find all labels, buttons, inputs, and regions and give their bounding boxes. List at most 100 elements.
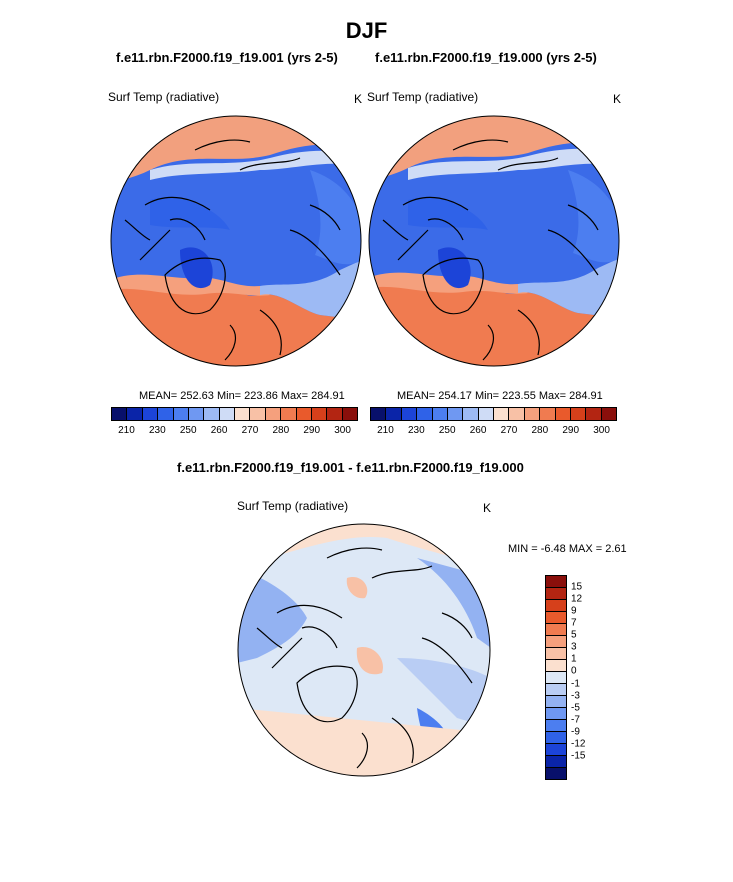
colorbar-swatch — [478, 408, 494, 420]
colorbar-swatch — [158, 408, 174, 420]
colorbar-swatch — [524, 408, 541, 420]
diff-minmax: MIN = -6.48 MAX = 2.61 — [508, 543, 627, 555]
colorbar-tick-label: 5 — [571, 629, 577, 641]
colorbar-swatch — [463, 408, 479, 420]
panel-1-stats: MEAN= 252.63 Min= 223.86 Max= 284.91 — [139, 390, 345, 402]
colorbar-tick-label: 210 — [377, 425, 394, 436]
colorbar-tick-label: -9 — [571, 726, 580, 738]
panel-1-colorbar-ticks: 210 230 250 260 270 280 290 300 — [111, 425, 358, 439]
colorbar-tick-label: 12 — [571, 593, 583, 605]
colorbar-swatch — [546, 768, 566, 779]
colorbar-swatch — [546, 576, 566, 588]
colorbar-tick-label: 0 — [571, 665, 577, 677]
colorbar-swatch — [173, 408, 189, 420]
panel-1-case-title: f.e11.rbn.F2000.f19_f19.001 (yrs 2-5) — [116, 50, 338, 65]
colorbar-tick-label: 230 — [148, 425, 166, 436]
colorbar-swatch — [142, 408, 159, 420]
colorbar-tick-label: 3 — [571, 641, 577, 653]
colorbar-tick-label: -12 — [571, 738, 586, 750]
panel-2-case-title: f.e11.rbn.F2000.f19_f19.000 (yrs 2-5) — [375, 50, 597, 65]
colorbar-swatch — [546, 612, 566, 624]
colorbar-swatch — [447, 408, 464, 420]
colorbar-tick-label: 300 — [593, 425, 610, 436]
colorbar-swatch — [546, 720, 566, 732]
colorbar-tick-label: -5 — [571, 702, 580, 714]
colorbar-swatch — [546, 588, 566, 600]
colorbar-tick-label: -15 — [571, 750, 586, 762]
colorbar-tick-label: 280 — [272, 425, 290, 436]
colorbar-swatch — [546, 648, 566, 660]
colorbar-swatch — [311, 408, 328, 420]
colorbar-swatch — [265, 408, 282, 420]
colorbar-swatch — [546, 684, 566, 696]
colorbar-swatch — [204, 408, 220, 420]
colorbar-swatch — [250, 408, 266, 420]
colorbar-swatch — [219, 408, 235, 420]
colorbar-tick-label: 300 — [334, 425, 351, 436]
panel-2-variable-label: Surf Temp (radiative) — [367, 90, 479, 104]
colorbar-tick-label: 280 — [531, 425, 549, 436]
panel-2-colorbar — [370, 407, 617, 421]
panel-2-stats: MEAN= 254.17 Min= 223.55 Max= 284.91 — [397, 390, 603, 402]
colorbar-swatch — [432, 408, 448, 420]
colorbar-swatch — [546, 600, 566, 612]
colorbar-tick-label: 230 — [407, 425, 425, 436]
diff-colorbar — [545, 575, 567, 780]
colorbar-swatch — [546, 732, 566, 744]
panel-1-polar-map — [110, 115, 362, 367]
colorbar-swatch — [570, 408, 587, 420]
colorbar-swatch — [546, 708, 566, 720]
colorbar-tick-label: 9 — [571, 605, 577, 617]
colorbar-tick-label: -1 — [571, 678, 580, 690]
colorbar-tick-label: 270 — [241, 425, 259, 436]
colorbar-swatch — [546, 660, 566, 672]
colorbar-swatch — [586, 408, 602, 420]
colorbar-swatch — [296, 408, 312, 420]
panel-2-polar-map — [368, 115, 620, 367]
panel-2-colorbar-ticks: 210 230 250 260 270 280 290 300 — [370, 425, 617, 439]
colorbar-tick-label: 250 — [179, 425, 197, 436]
page-title: DJF — [345, 18, 388, 43]
colorbar-tick-label: 250 — [438, 425, 456, 436]
colorbar-swatch — [494, 408, 510, 420]
colorbar-swatch — [546, 624, 566, 636]
panel-2-units-label: K — [613, 92, 622, 106]
diff-units-label: K — [483, 501, 492, 515]
colorbar-swatch — [127, 408, 143, 420]
colorbar-tick-label: 260 — [210, 425, 228, 436]
colorbar-tick-label: -7 — [571, 714, 580, 726]
colorbar-swatch — [327, 408, 343, 420]
colorbar-tick-label: 290 — [562, 425, 580, 436]
colorbar-swatch — [342, 408, 357, 420]
colorbar-swatch — [546, 756, 566, 768]
colorbar-tick-label: -3 — [571, 690, 580, 702]
colorbar-tick-label: 290 — [303, 425, 321, 436]
diff-case-title: f.e11.rbn.F2000.f19_f19.001 - f.e11.rbn.… — [177, 460, 524, 475]
colorbar-swatch — [401, 408, 418, 420]
colorbar-swatch — [546, 744, 566, 756]
colorbar-tick-label: 270 — [500, 425, 518, 436]
colorbar-swatch — [546, 636, 566, 648]
colorbar-swatch — [235, 408, 251, 420]
colorbar-tick-label: 1 — [571, 653, 577, 665]
colorbar-swatch — [555, 408, 571, 420]
colorbar-swatch — [112, 408, 128, 420]
panel-1-variable-label: Surf Temp (radiative) — [108, 90, 220, 104]
diff-variable-label: Surf Temp (radiative) — [237, 499, 349, 513]
colorbar-swatch — [601, 408, 616, 420]
colorbar-swatch — [546, 672, 566, 684]
colorbar-tick-label: 210 — [118, 425, 135, 436]
colorbar-swatch — [188, 408, 205, 420]
panel-1-units-label: K — [354, 92, 363, 106]
colorbar-swatch — [540, 408, 556, 420]
colorbar-swatch — [509, 408, 525, 420]
colorbar-swatch — [281, 408, 297, 420]
panel-1-colorbar — [111, 407, 358, 421]
colorbar-swatch — [417, 408, 433, 420]
diff-polar-map — [237, 523, 491, 777]
colorbar-tick-label: 7 — [571, 617, 577, 629]
colorbar-swatch — [386, 408, 402, 420]
colorbar-swatch — [546, 696, 566, 708]
colorbar-tick-label: 15 — [571, 581, 583, 593]
colorbar-tick-label: 260 — [469, 425, 487, 436]
